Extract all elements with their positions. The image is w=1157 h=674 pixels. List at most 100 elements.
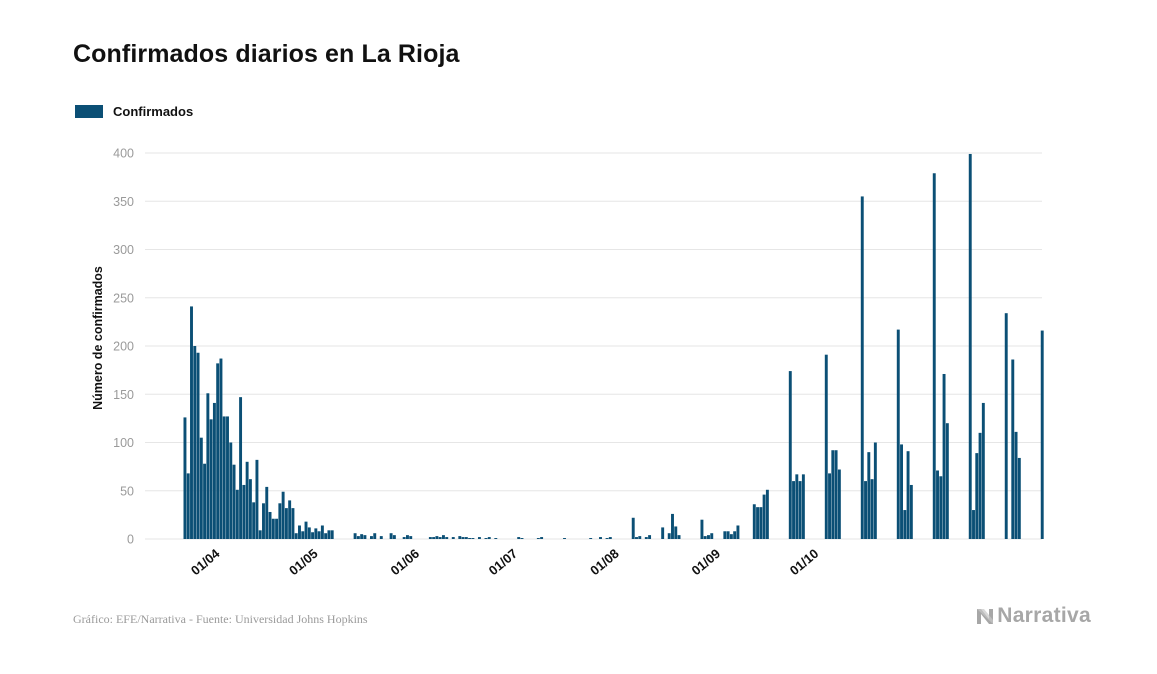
bar	[648, 535, 652, 539]
bar	[978, 432, 982, 539]
bar	[291, 508, 295, 539]
bar	[635, 537, 638, 539]
bar	[864, 481, 867, 539]
bar	[484, 538, 488, 539]
bar	[608, 537, 612, 539]
bar	[307, 527, 311, 539]
bar	[788, 371, 792, 539]
chart-legend: Confirmados	[75, 104, 193, 119]
bar	[792, 481, 796, 539]
bar	[271, 518, 275, 539]
bar	[268, 511, 272, 539]
x-tick-label: 01/07	[486, 546, 521, 578]
bar	[1014, 431, 1018, 539]
bar	[212, 402, 216, 539]
bar	[360, 534, 364, 539]
bar	[487, 537, 491, 539]
bar	[589, 538, 593, 539]
bar	[909, 484, 913, 539]
bar	[860, 196, 864, 539]
x-tick-label: 01/06	[388, 546, 423, 578]
bar	[216, 363, 220, 539]
narrativa-logo-icon	[977, 609, 994, 624]
legend-swatch	[75, 105, 103, 118]
bar	[245, 461, 249, 539]
bar	[301, 531, 305, 539]
bars	[183, 153, 1044, 539]
bar	[644, 537, 648, 539]
bar	[834, 450, 838, 539]
grid-lines	[145, 152, 1042, 540]
bar	[605, 538, 609, 539]
bar	[435, 536, 439, 539]
y-tick-label: 350	[113, 195, 134, 209]
bar	[451, 537, 455, 539]
bar	[242, 484, 246, 539]
bar	[428, 537, 432, 539]
bar	[795, 474, 799, 539]
bar	[599, 537, 602, 539]
bar	[229, 442, 233, 539]
bar	[631, 517, 635, 539]
bar	[801, 474, 805, 539]
bar	[409, 536, 413, 539]
bar	[288, 500, 292, 539]
bar	[373, 533, 377, 539]
bar	[867, 452, 871, 539]
bar	[756, 507, 760, 539]
bar	[441, 535, 445, 539]
bar	[798, 481, 802, 539]
bar	[896, 329, 900, 539]
bar	[494, 538, 498, 539]
bar	[517, 537, 521, 539]
y-tick-label: 300	[113, 243, 134, 257]
bar	[981, 402, 985, 539]
bar	[248, 479, 252, 539]
bar	[298, 525, 301, 539]
bar	[638, 536, 642, 539]
bar	[327, 530, 331, 539]
bar	[186, 473, 190, 539]
bar	[765, 489, 769, 539]
bar	[438, 537, 442, 539]
bar	[330, 530, 334, 539]
bar	[278, 503, 282, 539]
bar	[837, 469, 841, 539]
bar	[209, 419, 213, 539]
bar	[199, 437, 203, 539]
bar	[1011, 359, 1015, 539]
bar	[464, 537, 468, 539]
bar	[190, 306, 193, 539]
y-tick-label: 150	[113, 388, 134, 402]
x-tick-label: 01/08	[587, 546, 622, 578]
bar	[936, 470, 939, 539]
brand-name: Narrativa	[997, 604, 1091, 627]
bar	[900, 444, 903, 539]
bar	[265, 486, 269, 539]
x-tick-label: 01/04	[188, 545, 223, 578]
bar	[320, 525, 324, 539]
bar	[193, 346, 197, 539]
bar	[252, 502, 256, 539]
y-tick-label: 50	[120, 484, 134, 498]
y-tick-label: 0	[127, 533, 134, 547]
bar	[726, 531, 730, 539]
bar	[932, 173, 936, 539]
x-tick-label: 01/09	[689, 546, 724, 578]
bar	[762, 494, 766, 539]
y-axis-ticks: 0 50 100 150 200 250 300 350 400	[113, 147, 134, 547]
bar	[311, 532, 315, 539]
bar	[262, 503, 265, 539]
bar	[945, 423, 949, 539]
bar	[752, 504, 756, 539]
bar	[824, 354, 828, 539]
legend-label: Confirmados	[113, 104, 194, 119]
y-tick-label: 200	[113, 340, 134, 354]
bar	[324, 533, 328, 539]
bar	[667, 533, 671, 539]
bar	[1017, 457, 1021, 539]
bar	[226, 416, 229, 539]
bar	[540, 537, 544, 539]
bar	[294, 533, 298, 539]
